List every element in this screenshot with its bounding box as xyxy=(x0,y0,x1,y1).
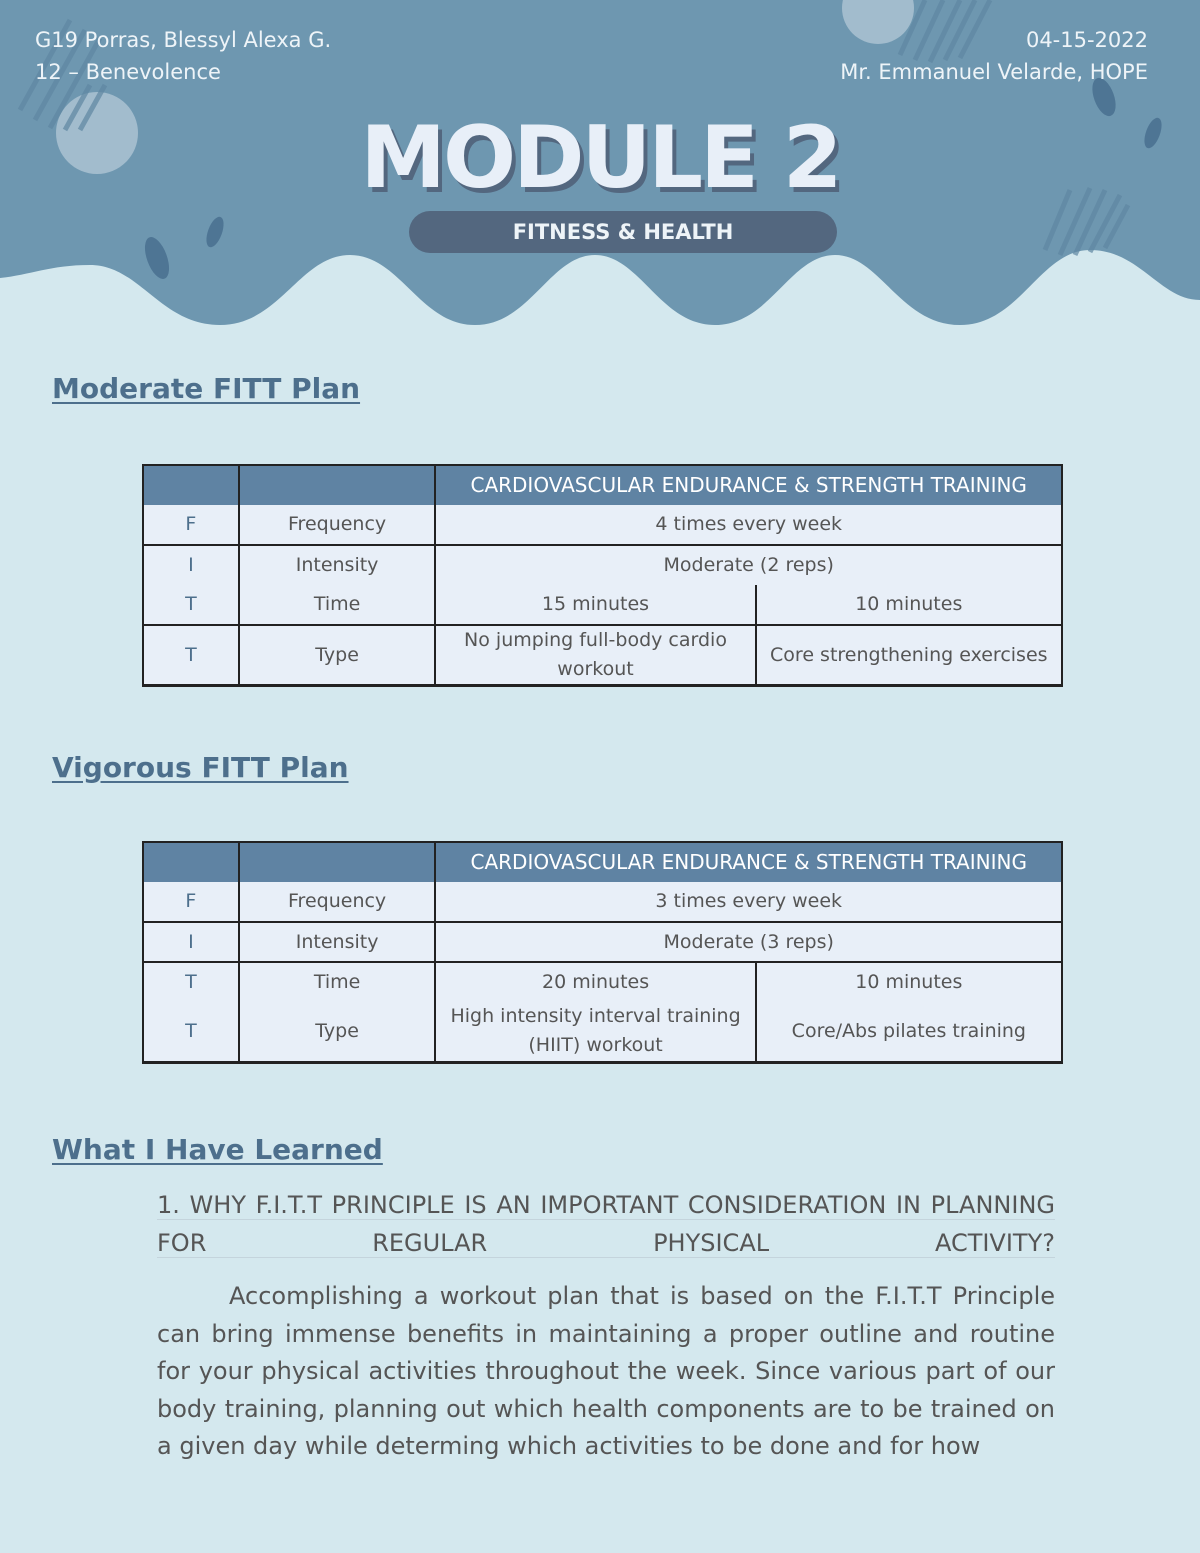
learned-heading: What I Have Learned xyxy=(52,1133,383,1166)
table-row: T Time 15 minutes 10 minutes xyxy=(142,585,1064,625)
value: Core/Abs pilates training xyxy=(754,1002,1064,1064)
table-row: F Frequency 4 times every week xyxy=(142,505,1063,545)
question: 1. WHY F.I.T.T PRINCIPLE IS AN IMPORTANT… xyxy=(157,1186,1055,1262)
moderate-heading: Moderate FITT Plan xyxy=(52,372,361,405)
letter: T xyxy=(142,1002,240,1064)
value: 20 minutes xyxy=(434,961,757,1002)
table-row: I Intensity Moderate (2 reps) xyxy=(142,544,1063,585)
table-row: T Time 20 minutes 10 minutes xyxy=(142,961,1064,1002)
letter: T xyxy=(142,624,240,687)
label: Frequency xyxy=(237,505,437,545)
label: Intensity xyxy=(237,544,437,585)
subtitle-pill: FITNESS & HEALTH xyxy=(409,211,837,253)
letter: I xyxy=(142,544,240,585)
label: Intensity xyxy=(237,921,437,962)
table-row: T Type High intensity interval training (H… xyxy=(142,1002,1064,1064)
section: 12 – Benevolence xyxy=(35,60,221,84)
letter: I xyxy=(142,921,240,962)
column-header: CARDIOVASCULAR ENDURANCE & STRENGTH TRAI… xyxy=(434,464,1063,505)
table-row: F Frequency 3 times every week xyxy=(142,882,1063,922)
value: High intensity interval training (HIIT) … xyxy=(434,1002,757,1064)
letter: F xyxy=(142,505,240,545)
page-title: MODULE 2 xyxy=(360,108,842,208)
leaf-icon xyxy=(144,77,1162,279)
table-row: I Intensity Moderate (3 reps) xyxy=(142,921,1063,962)
label: Frequency xyxy=(237,882,437,922)
table-header-row: CARDIOVASCULAR ENDURANCE & STRENGTH TRAI… xyxy=(142,841,1063,882)
date: 04-15-2022 xyxy=(1025,28,1148,52)
table-header-row: CARDIOVASCULAR ENDURANCE & STRENGTH TRAI… xyxy=(142,464,1063,505)
column-header: CARDIOVASCULAR ENDURANCE & STRENGTH TRAI… xyxy=(434,841,1063,882)
answer-paragraph: Accomplishing a workout plan that is bas… xyxy=(157,1282,1055,1460)
value: Moderate (3 reps) xyxy=(434,921,1063,962)
value: 4 times every week xyxy=(434,505,1063,545)
value: No jumping full-body cardio workout xyxy=(434,624,757,687)
value: 15 minutes xyxy=(434,585,757,625)
letter: F xyxy=(142,882,240,922)
student-name: G19 Porras, Blessyl Alexa G. xyxy=(35,28,332,52)
header-banner xyxy=(0,0,1200,325)
label: Time xyxy=(237,961,437,1002)
value: 10 minutes xyxy=(754,585,1064,625)
moderate-table: CARDIOVASCULAR ENDURANCE & STRENGTH TRAI… xyxy=(142,464,1064,687)
label: Time xyxy=(237,585,437,625)
label: Type xyxy=(237,1002,437,1064)
table-row: T Type No jumping full-body cardio workout… xyxy=(142,624,1064,687)
value: Core strengthening exercises xyxy=(754,624,1064,687)
student-info: G19 Porras, Blessyl Alexa G. 12 – Benevol… xyxy=(35,24,331,88)
submission-info: 04-15-2022 Mr. Emmanuel Velarde, HOPE xyxy=(840,24,1148,88)
question-text: 1. WHY F.I.T.T PRINCIPLE IS AN IMPORTANT… xyxy=(157,1191,1055,1258)
vigorous-heading: Vigorous FITT Plan xyxy=(52,751,349,784)
letter: T xyxy=(142,585,240,625)
label: Type xyxy=(237,624,437,687)
letter: T xyxy=(142,961,240,1002)
vigorous-table: CARDIOVASCULAR ENDURANCE & STRENGTH TRAI… xyxy=(142,841,1064,1064)
value: 3 times every week xyxy=(434,882,1063,922)
value: 10 minutes xyxy=(754,961,1064,1002)
value: Moderate (2 reps) xyxy=(434,544,1063,585)
teacher: Mr. Emmanuel Velarde, HOPE xyxy=(840,60,1148,84)
